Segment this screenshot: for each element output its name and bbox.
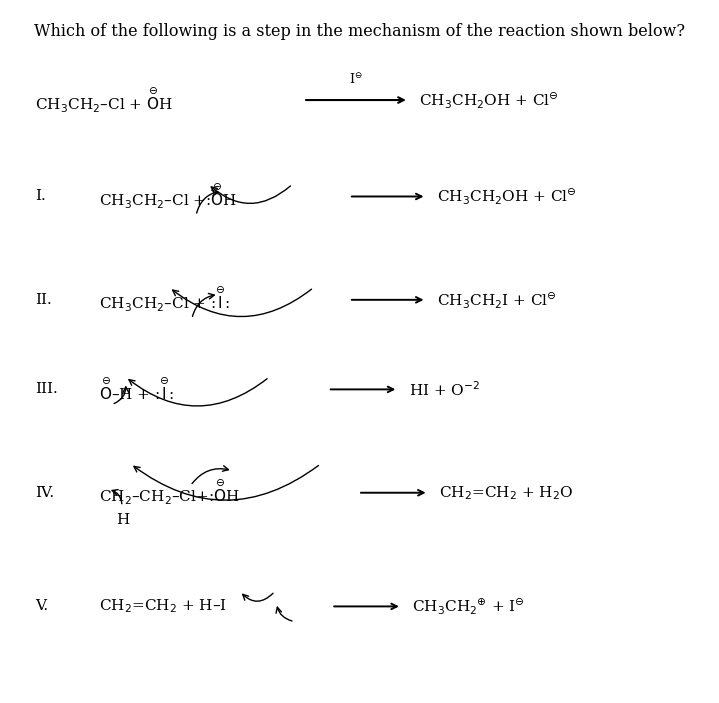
Text: CH$_2$=CH$_2$ + H$_2$O: CH$_2$=CH$_2$ + H$_2$O xyxy=(439,484,574,501)
Text: CH$_3$CH$_2$OH + Cl$^{\ominus}$: CH$_3$CH$_2$OH + Cl$^{\ominus}$ xyxy=(419,90,559,110)
Text: IV.: IV. xyxy=(35,486,55,500)
Text: HI + O$^{-2}$: HI + O$^{-2}$ xyxy=(409,380,480,399)
Text: H: H xyxy=(116,513,129,527)
Text: I.: I. xyxy=(35,190,46,203)
Text: CH$_3$CH$_2$–Cl +:$\overset{\ominus}{\mathrm{O}}$H: CH$_3$CH$_2$–Cl +:$\overset{\ominus}{\ma… xyxy=(99,182,237,211)
Text: CH$_3$CH$_2$–Cl + $\overset{\ominus}{\mathrm{O}}$H: CH$_3$CH$_2$–Cl + $\overset{\ominus}{\ma… xyxy=(35,85,173,115)
Text: I$^{\ominus}$: I$^{\ominus}$ xyxy=(349,72,363,87)
Text: $\overset{\ominus}{\mathrm{O}}$–H + :$\overset{\ominus}{\mathrm{I}}$:: $\overset{\ominus}{\mathrm{O}}$–H + :$\o… xyxy=(99,376,174,403)
Text: CH$_3$CH$_2$OH + Cl$^{\ominus}$: CH$_3$CH$_2$OH + Cl$^{\ominus}$ xyxy=(437,186,577,207)
Text: CH$_2$=CH$_2$ + H–I: CH$_2$=CH$_2$ + H–I xyxy=(99,598,227,615)
Text: III.: III. xyxy=(35,382,58,396)
Text: CH$_3$CH$_2$$^{\oplus}$ + I$^{\ominus}$: CH$_3$CH$_2$$^{\oplus}$ + I$^{\ominus}$ xyxy=(412,596,525,617)
Text: II.: II. xyxy=(35,293,52,307)
Text: Which of the following is a step in the mechanism of the reaction shown below?: Which of the following is a step in the … xyxy=(34,22,685,39)
Text: CH$_3$CH$_2$I + Cl$^{\ominus}$: CH$_3$CH$_2$I + Cl$^{\ominus}$ xyxy=(437,290,557,310)
Text: V.: V. xyxy=(35,600,48,614)
Text: CH$_2$–CH$_2$–Cl+:$\overset{\ominus}{\mathrm{O}}$H: CH$_2$–CH$_2$–Cl+:$\overset{\ominus}{\ma… xyxy=(99,478,239,508)
Text: CH$_3$CH$_2$–Cl + :$\overset{\ominus}{\mathrm{I}}$:: CH$_3$CH$_2$–Cl + :$\overset{\ominus}{\m… xyxy=(99,285,230,314)
